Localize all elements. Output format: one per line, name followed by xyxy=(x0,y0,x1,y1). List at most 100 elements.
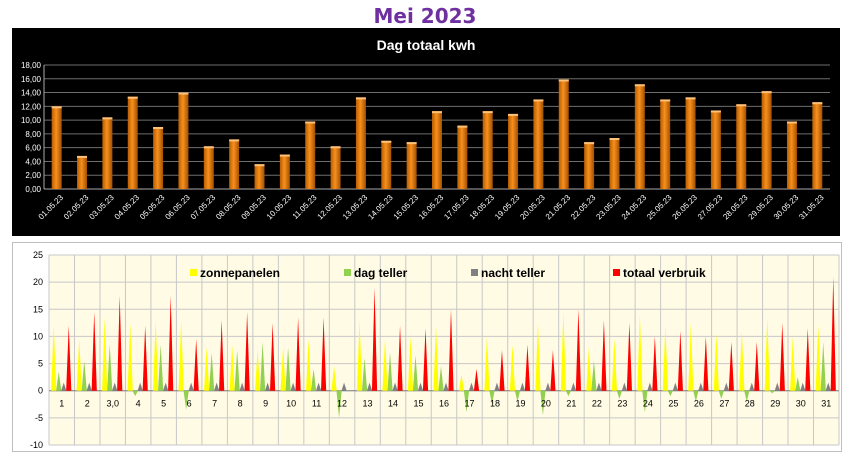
dag-teller-spike xyxy=(81,360,87,391)
bar-cap xyxy=(786,121,797,124)
zonnepanelen-spike xyxy=(356,320,363,391)
x-tick-label: 15 xyxy=(414,399,424,409)
x-tick-label: 14 xyxy=(388,399,398,409)
zonnepanelen-spike xyxy=(815,325,821,391)
bar-cap xyxy=(812,102,823,105)
bar-cap xyxy=(305,121,316,124)
legend-label-1: zonnepanelen xyxy=(200,266,280,280)
x-tick-label: 17.05.23 xyxy=(442,193,471,222)
dag-teller-spike xyxy=(540,390,546,416)
x-tick-label: 31.05.23 xyxy=(797,193,826,222)
bar xyxy=(660,99,671,189)
plot-area xyxy=(49,255,839,445)
totaal-verbruik-spike xyxy=(728,341,734,391)
nacht-teller-spike xyxy=(698,382,704,391)
nacht-teller-spike xyxy=(596,382,602,391)
nacht-teller-spike xyxy=(443,382,449,391)
bar-cap xyxy=(660,99,671,102)
totaal-verbruik-spike xyxy=(652,336,658,391)
dag-teller-spike xyxy=(514,390,521,402)
y-tick-label: 10 xyxy=(33,331,43,341)
totaal-verbruik-spike xyxy=(270,322,276,391)
x-tick-label: 28.05.23 xyxy=(721,193,750,222)
totaal-verbruik-spike xyxy=(168,295,174,391)
zonnepanelen-spike xyxy=(51,325,57,391)
y-tick-label: 14,00 xyxy=(21,89,42,98)
x-tick-label: 6 xyxy=(187,399,192,409)
dag-teller-spike xyxy=(412,355,419,391)
bar-cap xyxy=(457,125,468,128)
dag-teller-spike xyxy=(260,341,266,391)
zonnepanelen-spike xyxy=(280,347,286,391)
bar-cap xyxy=(77,155,88,158)
x-tick-label: 29 xyxy=(770,399,780,409)
bar xyxy=(761,91,772,189)
x-tick-label: 30 xyxy=(796,399,806,409)
legend-label-3: nacht teller xyxy=(481,266,545,280)
totaal-verbruik-spike xyxy=(397,325,403,391)
zonnepanelen-spike xyxy=(790,336,796,391)
x-tick-label: 07.05.23 xyxy=(189,193,218,222)
legend-swatch-1 xyxy=(190,269,197,276)
zonnepanelen-spike xyxy=(331,366,337,391)
bar-cap xyxy=(584,142,595,145)
x-tick-label: 02.05.23 xyxy=(62,193,91,222)
bar-cap xyxy=(710,110,721,113)
totaal-verbruik-spike xyxy=(66,325,72,391)
zonnepanelen-spike xyxy=(229,344,235,391)
zonnepanelen-spike xyxy=(535,322,541,391)
nacht-teller-spike xyxy=(723,382,729,391)
bar xyxy=(685,97,696,189)
legend-label-4: totaal verbruik xyxy=(623,266,706,280)
legend-swatch-4 xyxy=(613,269,620,276)
dag-teller-spike xyxy=(438,366,444,391)
x-tick-label: 28 xyxy=(745,399,755,409)
nacht-teller-spike xyxy=(800,382,806,391)
bar xyxy=(305,121,316,189)
dag-teller-spike xyxy=(132,390,138,397)
zonnepanelen-spike xyxy=(102,317,108,391)
bar xyxy=(533,99,544,189)
legend-label-2: dag teller xyxy=(354,266,408,280)
x-tick-label: 2 xyxy=(85,399,90,409)
bar xyxy=(786,121,797,189)
dag-teller-spike xyxy=(667,390,673,397)
totaal-verbruik-spike xyxy=(473,369,480,391)
zonnepanelen-spike xyxy=(458,374,465,391)
energy-breakdown-chart: -10 -5 0 5 10 15 20 25 1 2 3,0 4 5 6 7 8 9 10 11 12 13 14 15 16… xyxy=(12,242,842,452)
zonnepanelen-spike xyxy=(739,331,745,391)
zonnepanelen-spike xyxy=(509,344,516,391)
x-tick-label: 20 xyxy=(541,399,551,409)
x-tick-label: 09.05.23 xyxy=(240,193,269,222)
bar xyxy=(51,106,62,189)
x-tick-label: 05.05.23 xyxy=(138,193,167,222)
bar-cap xyxy=(229,139,240,142)
dag-teller-spike xyxy=(209,352,215,391)
x-tick-label: 11 xyxy=(312,399,321,409)
nacht-teller-spike xyxy=(519,382,526,391)
nacht-teller-spike xyxy=(265,382,271,391)
nacht-teller-spike xyxy=(417,382,424,391)
zonnepanelen-spike xyxy=(764,317,770,391)
totaal-verbruik-spike xyxy=(830,276,836,391)
bar-cap xyxy=(761,91,772,94)
totaal-verbruik-spike xyxy=(117,295,123,391)
legend-swatch-3 xyxy=(471,269,478,276)
dag-teller-spike xyxy=(285,347,291,391)
x-tick-label: 7 xyxy=(212,399,217,409)
bar-cap xyxy=(634,84,645,87)
dag-teller-spike xyxy=(183,390,189,410)
totaal-verbruik-spike xyxy=(779,322,785,391)
dag-teller-spike xyxy=(693,390,699,402)
bar-cap xyxy=(609,138,620,141)
x-tick-label: 17 xyxy=(464,399,474,409)
bar-cap xyxy=(482,111,493,114)
dag-teller-spike xyxy=(158,344,164,391)
bar-cap xyxy=(355,97,366,100)
dag-teller-spike xyxy=(565,390,572,397)
bar xyxy=(178,92,189,189)
y-tick-label: 2,00 xyxy=(25,171,41,180)
bar-cap xyxy=(153,127,164,129)
nacht-teller-spike xyxy=(315,382,322,391)
x-tick-label: 9 xyxy=(263,399,268,409)
